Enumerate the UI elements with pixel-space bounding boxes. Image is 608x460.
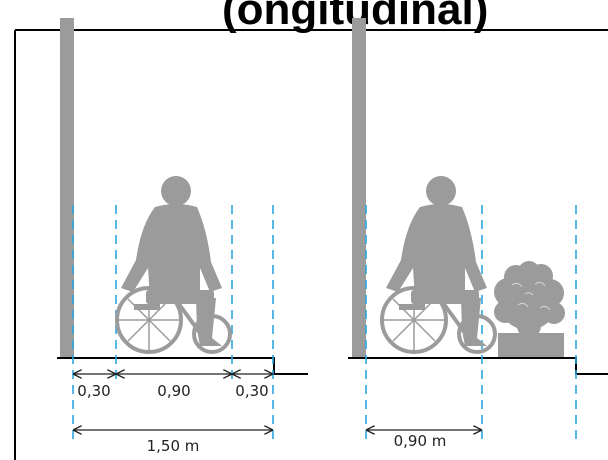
guide-lines-right: [365, 205, 577, 440]
wheelchair-user-icon: [380, 176, 497, 354]
right-panel: 0,90 m: [348, 18, 608, 450]
wall-left: [60, 18, 74, 358]
segment-label-left: 0,30: [77, 382, 110, 400]
shrub-in-planter-icon: [494, 261, 565, 357]
clear-width-label: 0,90 m: [394, 432, 447, 450]
segment-label-middle: 0,90: [157, 382, 190, 400]
left-panel: 0,30 0,90 0,30 1,50 m: [57, 18, 308, 455]
total-width-label: 1,50 m: [147, 437, 200, 455]
wall-right: [352, 18, 366, 358]
segment-label-right: 0,30: [235, 382, 268, 400]
guide-lines-left: [72, 205, 274, 440]
wheelchair-user-icon: [115, 176, 232, 354]
floor-right: [348, 357, 608, 375]
floor-left: [57, 357, 308, 375]
